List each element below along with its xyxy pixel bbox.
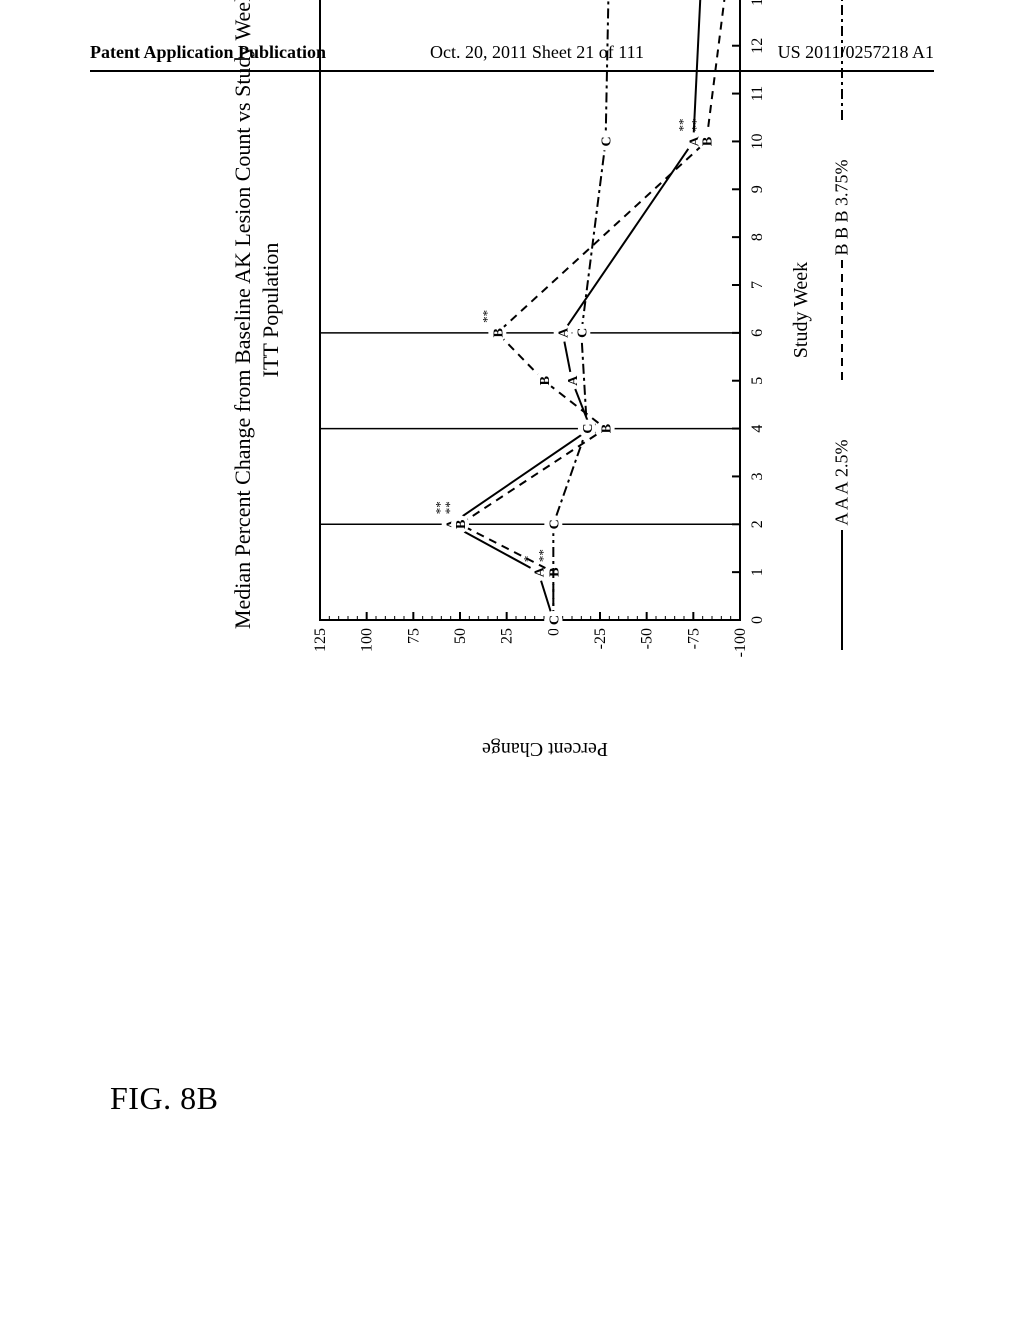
svg-text:**: ** (535, 549, 550, 562)
svg-text:6: 6 (749, 329, 766, 337)
legend-item-a: A A A 2.5% (830, 439, 852, 650)
legend-line-b (832, 260, 852, 380)
svg-text:B: B (600, 424, 615, 433)
chart-xlabel: Study Week (790, 0, 813, 680)
svg-text:50: 50 (452, 628, 469, 644)
svg-text:B: B (491, 328, 506, 337)
svg-text:A: A (566, 375, 581, 386)
svg-text:75: 75 (405, 628, 422, 644)
legend-line-a (832, 530, 852, 650)
svg-text:**: ** (442, 501, 457, 514)
svg-text:-100: -100 (732, 628, 749, 657)
svg-text:4: 4 (749, 425, 766, 433)
svg-text:B: B (700, 137, 715, 146)
svg-text:B: B (538, 376, 553, 385)
svg-text:11: 11 (749, 86, 766, 101)
svg-text:C: C (547, 615, 562, 625)
svg-text:12: 12 (749, 38, 766, 54)
chart-ylabel: Percent Change (310, 730, 780, 760)
svg-text:-50: -50 (639, 628, 656, 649)
svg-text:A: A (557, 327, 572, 338)
svg-text:10: 10 (749, 133, 766, 149)
svg-text:B: B (547, 567, 562, 576)
svg-text:100: 100 (359, 628, 376, 652)
chart-plot-area: -100-75-50-25025507510012501234567891011… (310, 0, 780, 680)
chart-legend: A A A 2.5% B B B 3.75% C C C Placebo (830, 0, 870, 680)
page: Patent Application Publication Oct. 20, … (0, 0, 1024, 1320)
svg-text:B: B (454, 520, 469, 529)
legend-item-b: B B B 3.75% (830, 159, 852, 380)
legend-line-c (832, 0, 852, 120)
chart-title-line2: ITT Population (258, 0, 284, 820)
chart-rotated-container: Median Percent Change from Baseline AK L… (230, 0, 930, 820)
svg-text:3: 3 (749, 472, 766, 480)
chart-title-line1: Median Percent Change from Baseline AK L… (230, 0, 256, 820)
svg-text:0: 0 (545, 628, 562, 636)
svg-text:C: C (581, 424, 596, 434)
svg-text:0: 0 (749, 616, 766, 624)
legend-sample-b: B B B (831, 210, 851, 255)
svg-text:-75: -75 (685, 628, 702, 649)
legend-label-a: 2.5% (831, 439, 851, 477)
legend-item-c: C C C Placebo (830, 0, 852, 120)
svg-text:13: 13 (749, 0, 766, 6)
chart-svg: -100-75-50-25025507510012501234567891011… (310, 0, 780, 680)
svg-text:25: 25 (499, 628, 516, 644)
figure-label: FIG. 8B (110, 1080, 218, 1117)
svg-text:8: 8 (749, 233, 766, 241)
svg-text:9: 9 (749, 185, 766, 193)
svg-text:**: ** (688, 118, 703, 131)
svg-text:C: C (575, 328, 590, 338)
svg-text:**: ** (479, 310, 494, 323)
svg-text:C: C (600, 136, 615, 146)
svg-text:7: 7 (749, 281, 766, 289)
svg-text:5: 5 (749, 377, 766, 385)
legend-label-b: 3.75% (831, 159, 851, 206)
svg-text:C: C (547, 519, 562, 529)
svg-text:2: 2 (749, 520, 766, 528)
svg-text:1: 1 (749, 568, 766, 576)
svg-text:-25: -25 (592, 628, 609, 649)
legend-sample-a: A A A (831, 481, 851, 525)
svg-text:125: 125 (312, 628, 329, 652)
